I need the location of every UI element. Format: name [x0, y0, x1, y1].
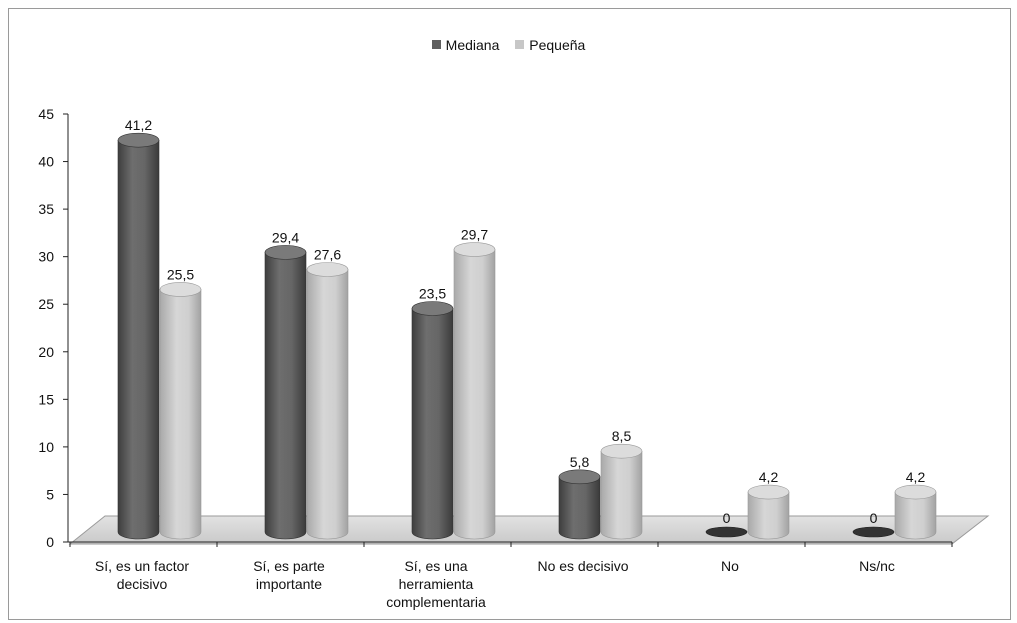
bar-zero-disc: [705, 526, 748, 538]
bar-value-label: 27,6: [314, 246, 341, 262]
bar-body: [306, 269, 349, 540]
bar-top: [264, 245, 307, 260]
bar-pequena: [600, 443, 643, 540]
bar-pequena: [159, 282, 202, 540]
x-category-label: Sí, es una herramienta complementaria: [386, 558, 486, 610]
bar-value-label: 25,5: [167, 266, 194, 282]
bar-body: [264, 252, 307, 540]
bar-body: [117, 139, 160, 540]
bar-mediana: [117, 132, 160, 540]
bar-body: [894, 491, 937, 540]
y-tick-label: 0: [46, 534, 54, 550]
x-category-label: No: [721, 558, 739, 574]
bar-body: [558, 476, 601, 540]
bar-value-label: 0: [723, 510, 731, 526]
bar-value-label: 29,4: [272, 229, 299, 245]
bar-body: [453, 249, 496, 540]
legend-label-mediana: Mediana: [445, 36, 500, 53]
bar-top: [747, 484, 790, 500]
bar-pequena: [453, 242, 496, 540]
legend-swatch-mediana: [431, 40, 441, 49]
bar-pequena: [747, 484, 790, 540]
y-tick-label: 20: [38, 344, 54, 360]
legend-item-pequena: Pequeña: [515, 37, 585, 53]
legend: Mediana Pequeña: [0, 36, 1017, 53]
bar-body: [411, 308, 454, 540]
bar-top: [117, 132, 160, 148]
x-category-label: Ns/nc: [859, 558, 895, 574]
legend-item-mediana: Mediana: [431, 36, 500, 53]
x-category-label: No es decisivo: [537, 558, 628, 574]
bar-value-label: 5,8: [570, 454, 590, 470]
bar-top: [600, 443, 643, 459]
bar-body: [747, 491, 790, 540]
bar-mediana: [705, 526, 748, 538]
y-tick-label: 45: [38, 106, 54, 122]
y-tick-label: 15: [38, 391, 54, 407]
legend-label-pequena: Pequeña: [529, 36, 586, 53]
bar-pequena: [306, 262, 349, 540]
bar-pequena: [894, 484, 937, 540]
bar-value-label: 4,2: [759, 469, 779, 485]
bar-zero-disc: [852, 526, 895, 538]
bar-top: [411, 301, 454, 316]
bar-value-label: 8,5: [612, 428, 632, 444]
bar-top: [306, 262, 349, 277]
bar-top: [159, 282, 202, 297]
bar-value-label: 29,7: [461, 227, 488, 243]
x-category-label: Sí, es parte importante: [253, 558, 325, 592]
x-category-label: Sí, es un factor decisivo: [95, 558, 189, 592]
bar-mediana: [264, 245, 307, 540]
chart-floor: [68, 515, 990, 545]
bar-body: [159, 289, 202, 540]
y-tick-label: 30: [38, 249, 54, 265]
bar-mediana: [852, 526, 895, 538]
bar-mediana: [558, 469, 601, 540]
y-tick-label: 25: [38, 296, 54, 312]
bar-value-label: 0: [870, 510, 878, 526]
y-tick-label: 35: [38, 201, 54, 217]
legend-swatch-pequena: [515, 40, 525, 49]
bar-value-label: 23,5: [419, 285, 446, 301]
bar-value-label: 41,2: [125, 117, 152, 133]
y-tick-label: 5: [46, 486, 54, 502]
y-tick-label: 10: [38, 439, 54, 455]
bar-body: [600, 450, 643, 540]
bar-top: [894, 484, 937, 500]
bar-mediana: [411, 301, 454, 540]
bar-top: [558, 469, 601, 485]
bar-value-label: 4,2: [906, 469, 926, 485]
y-tick-label: 40: [38, 154, 54, 170]
bar-top: [453, 242, 496, 257]
